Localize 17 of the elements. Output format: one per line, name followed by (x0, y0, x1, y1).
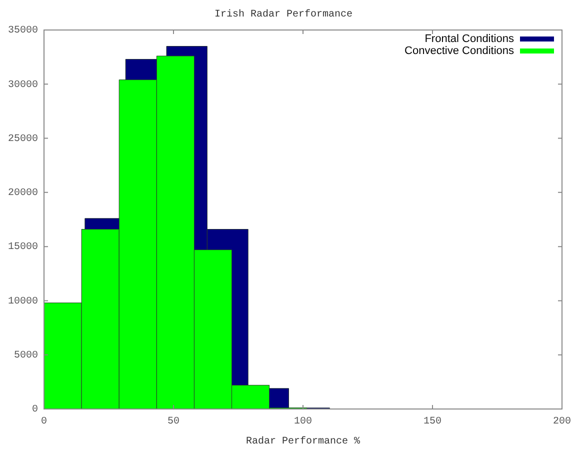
x-tick-label: 200 (552, 416, 572, 428)
x-tick-label: 100 (294, 416, 312, 428)
x-tick-label: 50 (167, 416, 180, 428)
legend-label: Frontal Conditions (424, 33, 514, 46)
x-axis-title: Radar Performance % (246, 436, 360, 448)
y-tick-label: 25000 (8, 134, 38, 145)
x-tick-label: 0 (40, 416, 48, 428)
legend-label: Convective Conditions (404, 45, 514, 58)
chart-title: Irish Radar Performance (214, 8, 353, 21)
y-tick-label: 30000 (8, 80, 38, 91)
y-tick-label: 15000 (8, 242, 38, 254)
y-tick-label: 0 (32, 404, 38, 416)
y-tick-label: 35000 (8, 26, 38, 37)
y-tick-label: 20000 (8, 188, 38, 200)
y-tick-label: 5000 (14, 350, 38, 362)
x-tick-label: 150 (423, 416, 442, 428)
y-tick-label: 10000 (8, 296, 38, 308)
